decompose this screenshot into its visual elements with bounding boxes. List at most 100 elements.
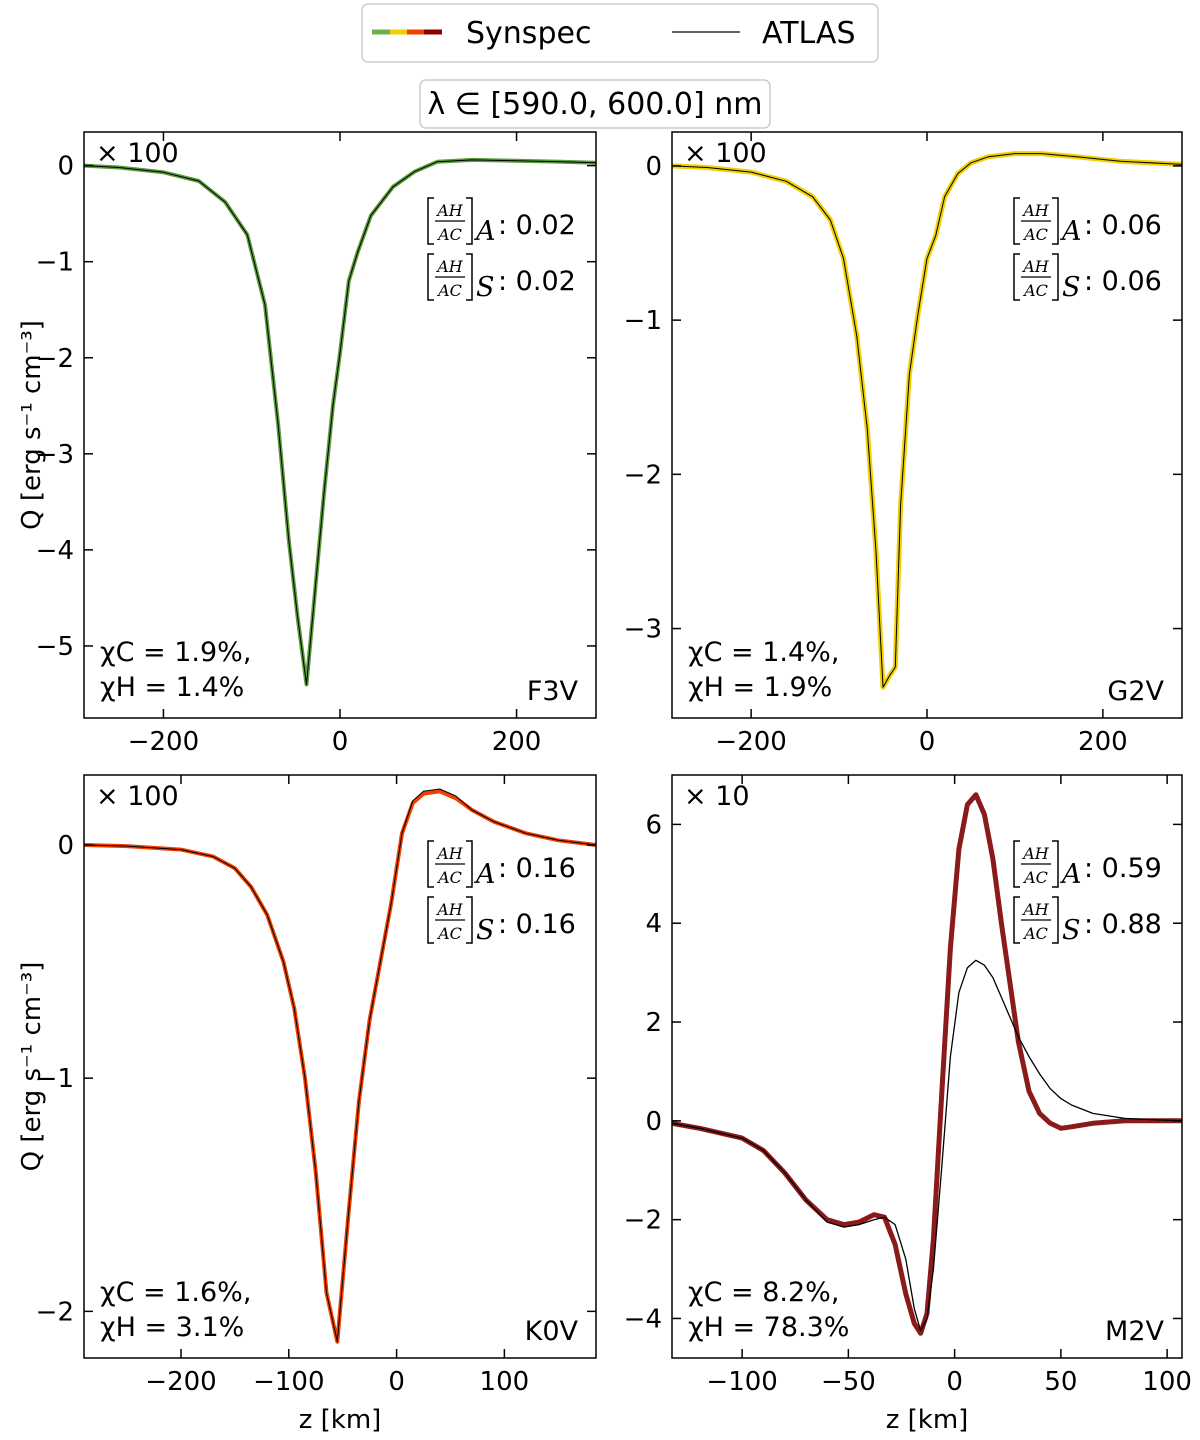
ratio-a-annotation: AH AC A: 0.06: [1013, 197, 1162, 247]
star-type-label: K0V: [525, 1316, 579, 1347]
ratio-value: : 0.02: [498, 266, 576, 297]
x-tick-label: 100: [1142, 1367, 1192, 1397]
x-tick-label: 100: [480, 1367, 530, 1397]
ratio-subscript: S: [476, 915, 495, 946]
legend-atlas-label: ATLAS: [762, 16, 856, 51]
fraction-numerator: AH: [1021, 900, 1050, 919]
chi-h-label: χH = 1.4%: [100, 672, 244, 703]
y-tick-label: −5: [36, 632, 74, 662]
x-tick-label: −200: [128, 727, 199, 757]
bracket-left: [1013, 840, 1020, 888]
star-type-label: G2V: [1107, 676, 1164, 707]
y-tick-label: −4: [624, 1304, 662, 1334]
ratio-value: : 0.16: [498, 909, 576, 940]
y-tick-label: 0: [57, 152, 74, 182]
y-axis-label: Q [erg s⁻¹ cm⁻³]: [17, 320, 47, 530]
fraction-numerator: AH: [435, 900, 464, 919]
y-tick-label: −2: [36, 1297, 74, 1327]
legend: Synspec ATLAS: [361, 3, 879, 63]
bracket-left: [1013, 896, 1020, 944]
star-type-label: M2V: [1105, 1316, 1164, 1347]
fraction-denominator: AC: [436, 225, 462, 244]
fraction-numerator: AH: [1021, 201, 1050, 220]
scale-label: × 100: [96, 138, 179, 169]
wavelength-box-frame: [419, 79, 771, 129]
y-tick-label: −2: [624, 1206, 662, 1236]
chi-h-label: χH = 78.3%: [688, 1312, 849, 1343]
fraction-denominator: AC: [1022, 924, 1048, 943]
ratio-value: : 0.59: [1084, 853, 1162, 884]
scale-label: × 100: [96, 781, 179, 812]
panel-m2v: −100 −50 0 50 100 6 4 2 0 −2 −4 × 10 M2V χC = 8.2%, χH…: [624, 774, 1192, 1435]
panel-k0v: −200 −100 0 100 0 −1 −2 × 100 K0V χC = 1.6%, χH = …: [17, 774, 597, 1435]
x-tick-label: −200: [715, 727, 786, 757]
ratio-s-annotation: AH AC S: 0.16: [427, 896, 576, 946]
scale-label: × 100: [684, 138, 767, 169]
ratio-value: : 0.02: [498, 210, 576, 241]
bracket-right: [1052, 896, 1059, 944]
bracket-right: [466, 253, 473, 301]
panel-g2v: −200 0 200 0 −1 −2 −3 × 100 G2V χC = 1.4%, χH = 1.…: [624, 131, 1183, 757]
chi-c-label: χC = 1.6%,: [100, 1277, 251, 1308]
x-axis-label: z [km]: [299, 1405, 382, 1435]
x-tick-label: −200: [145, 1367, 216, 1397]
bracket-left: [1013, 253, 1020, 301]
fraction-denominator: AC: [1022, 281, 1048, 300]
fraction-denominator: AC: [436, 281, 462, 300]
y-tick-label: −2: [36, 344, 74, 374]
ratio-value: : 0.06: [1084, 266, 1162, 297]
chi-c-label: χC = 1.4%,: [688, 637, 839, 668]
ratio-a-annotation: AH AC A: 0.16: [427, 840, 576, 890]
x-axis-label: z [km]: [886, 1405, 969, 1435]
bracket-left: [427, 253, 434, 301]
wavelength-box-label: λ ∈ [590.0, 600.0] nm: [428, 87, 763, 122]
y-tick-label: −1: [624, 306, 662, 336]
x-tick-label: −100: [706, 1367, 777, 1397]
star-type-label: F3V: [527, 676, 579, 707]
bracket-left: [427, 197, 434, 245]
fraction-numerator: AH: [435, 201, 464, 220]
ratio-s-annotation: AH AC S: 0.06: [1013, 253, 1162, 303]
fraction-denominator: AC: [436, 868, 462, 887]
x-tick-label: 0: [919, 727, 936, 757]
y-tick-label: −2: [624, 460, 662, 490]
bracket-right: [466, 197, 473, 245]
y-tick-label: 0: [645, 1107, 662, 1137]
scale-label: × 10: [684, 781, 750, 812]
ratio-value: : 0.88: [1084, 909, 1162, 940]
y-tick-label: 4: [645, 909, 662, 939]
y-tick-label: 6: [645, 810, 662, 840]
x-tick-label: 0: [332, 727, 349, 757]
bracket-right: [1052, 197, 1059, 245]
legend-frame: [361, 3, 879, 63]
ratio-a-annotation: AH AC A: 0.02: [427, 197, 576, 247]
x-tick-label: 0: [388, 1367, 405, 1397]
chi-h-label: χH = 1.9%: [688, 672, 832, 703]
bracket-right: [466, 840, 473, 888]
ratio-value: : 0.06: [1084, 210, 1162, 241]
chi-c-label: χC = 8.2%,: [688, 1277, 839, 1308]
ratio-subscript: A: [473, 859, 496, 890]
series-atlas: [84, 159, 596, 685]
x-tick-label: −50: [821, 1367, 876, 1397]
bracket-right: [1052, 253, 1059, 301]
bracket-left: [427, 840, 434, 888]
chi-h-label: χH = 3.1%: [100, 1312, 244, 1343]
ratio-subscript: A: [1059, 859, 1082, 890]
y-tick-label: −3: [36, 440, 74, 470]
bracket-left: [427, 896, 434, 944]
fraction-denominator: AC: [436, 924, 462, 943]
series-atlas: [84, 788, 596, 1343]
y-tick-label: −1: [36, 248, 74, 278]
plot-frame: [671, 774, 1183, 1359]
ratio-subscript: A: [473, 216, 496, 247]
y-tick-label: −4: [36, 536, 74, 566]
ratio-subscript: S: [476, 272, 495, 303]
fraction-numerator: AH: [1021, 844, 1050, 863]
ratio-subscript: S: [1062, 915, 1081, 946]
y-tick-label: −3: [624, 615, 662, 645]
bracket-right: [466, 896, 473, 944]
wavelength-box: λ ∈ [590.0, 600.0] nm: [419, 79, 771, 129]
fraction-numerator: AH: [435, 257, 464, 276]
